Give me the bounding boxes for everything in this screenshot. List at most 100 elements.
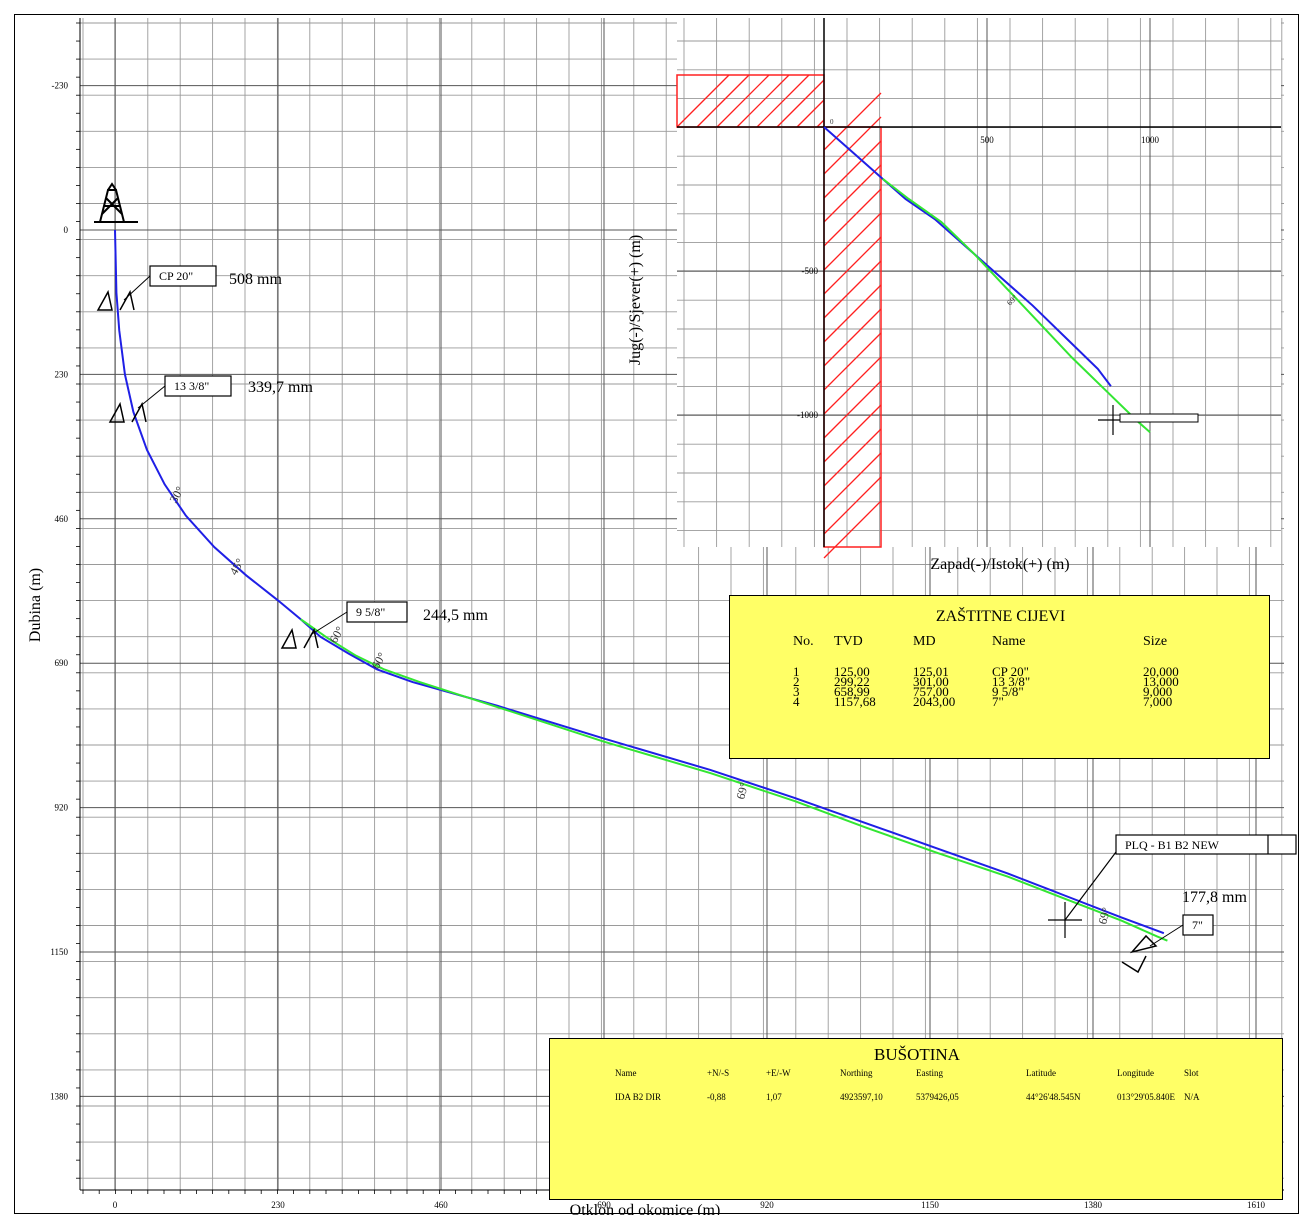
target-label: PLQ - B1 B2 NEW xyxy=(1125,838,1220,852)
casing-table-cell: 7,000 xyxy=(1143,694,1173,709)
inclination-label: 69° xyxy=(1095,906,1113,926)
well-table-header: Name xyxy=(615,1068,637,1078)
casing-table-cell: 20,000 xyxy=(1143,664,1179,679)
y-tick-label: -230 xyxy=(52,81,69,91)
lease-hatch-line xyxy=(716,74,770,128)
lease-hatch-line xyxy=(823,236,882,295)
well-table: BUŠOTINA Name +N/-S +E/-W Northing Easting La… xyxy=(549,1038,1283,1200)
well-table-header: Slot xyxy=(1184,1068,1199,1078)
casing-table-cell: 4 xyxy=(793,694,800,709)
y-tick-label: 1150 xyxy=(50,947,68,957)
casing-callout-3-leader xyxy=(311,611,348,635)
casing-table-cell: 2 xyxy=(793,674,800,689)
well-table-header: Easting xyxy=(916,1068,943,1078)
inset-planned-line xyxy=(882,178,1151,434)
y-axis-label: Dubina (m) xyxy=(27,568,44,642)
y-tick-label: 690 xyxy=(55,658,69,668)
casing-table-header-size: Size xyxy=(1143,634,1168,649)
lease-hatch-line xyxy=(823,284,882,343)
inset-origin-label: 0 xyxy=(830,118,834,126)
y-tick-label: 0 xyxy=(64,225,69,235)
casing-table-cell: 13,000 xyxy=(1143,674,1179,689)
x-tick-label: 1610 xyxy=(1247,1200,1266,1210)
casing-table-cell: 7" xyxy=(992,694,1004,709)
casing-callout-1-size: 508 mm xyxy=(229,271,282,288)
derrick-icon xyxy=(94,182,138,223)
well-table-header: +N/-S xyxy=(707,1068,730,1078)
lease-hatch-line xyxy=(823,188,882,247)
inset-x-axis-label: Zapad(-)/Istok(+) (m) xyxy=(930,556,1069,573)
inset-y-axis-label: Jug(-)/Sjever(+) (m) xyxy=(627,235,644,365)
lease-hatch-line xyxy=(823,380,882,439)
casing-table-cell: 658,99 xyxy=(834,684,870,699)
x-tick-label: 230 xyxy=(271,1200,285,1210)
x-tick-label: 1380 xyxy=(1084,1200,1103,1210)
lease-hatch-line xyxy=(823,356,882,415)
lease-hatch-line xyxy=(823,428,882,487)
well-table-header: Northing xyxy=(840,1068,873,1078)
lease-hatch-line xyxy=(736,74,790,128)
well-table-cell: -0,88 xyxy=(707,1092,726,1102)
target-leader xyxy=(1064,851,1117,921)
derrick-part xyxy=(101,197,119,215)
well-table-cell: 013°29'05.840E xyxy=(1117,1092,1175,1102)
casing-shoe-4b xyxy=(1121,955,1147,974)
casing-table-cell: 9,000 xyxy=(1143,684,1173,699)
casing-callout-3-size: 244,5 mm xyxy=(423,607,488,624)
inset-background xyxy=(677,18,1281,547)
casing-table-cell: 13 3/8" xyxy=(992,674,1031,689)
well-table-header: Longitude xyxy=(1117,1068,1154,1078)
well-table-cell: IDA B2 DIR xyxy=(615,1092,662,1102)
lease-hatch-line xyxy=(823,308,882,367)
casing-shoe-right xyxy=(119,289,135,311)
y-tick-label: 1380 xyxy=(50,1091,69,1101)
inclination-label: 30° xyxy=(166,484,187,506)
casing-table-cell: 125,01 xyxy=(913,664,949,679)
casing-callout-1-label: CP 20" xyxy=(159,269,193,283)
casing-table-cell: 3 xyxy=(793,684,800,699)
lease-hatch-line xyxy=(676,74,730,128)
lease-hatch-line xyxy=(696,74,750,128)
casing-callout-1-leader xyxy=(123,275,151,301)
lease-hatch-line xyxy=(823,332,882,391)
casing-table-cell: 299,22 xyxy=(834,674,870,689)
lease-hatch-line xyxy=(816,119,825,128)
casing-callout-2-size: 339,7 mm xyxy=(248,379,313,396)
lease-hatch-line xyxy=(823,476,882,535)
x-axis-label: Otklon od okomice (m) xyxy=(570,1202,721,1215)
well-table-header: +E/-W xyxy=(766,1068,791,1078)
actual-trajectory-line xyxy=(114,229,1165,935)
inset-x-tick-label: 500 xyxy=(980,135,994,145)
casing-callout-3-label: 9 5/8" xyxy=(356,605,385,619)
lease-hatch-line xyxy=(823,92,882,151)
inset-x-tick-label: 1000 xyxy=(1141,135,1160,145)
well-table-cell: 44°26'48.545N xyxy=(1026,1092,1081,1102)
inclination-label: 69° xyxy=(733,781,751,801)
casing-table-cell: CP 20" xyxy=(992,664,1029,679)
casing-table-title: ZAŠTITNE CIJEVI xyxy=(935,608,1066,625)
inset-y-tick-label: -500 xyxy=(802,266,819,276)
casing-callout-4-size: 177,8 mm xyxy=(1182,889,1247,906)
casing-shoe-4 xyxy=(1129,934,1158,954)
lease-hatch-line xyxy=(823,164,882,223)
lease-hatch-line xyxy=(823,212,882,271)
casing-table-header-no: No. xyxy=(793,634,814,649)
x-tick-label: 0 xyxy=(113,1200,118,1210)
casing-table-cell: 1157,68 xyxy=(834,694,876,709)
lease-hatch-line xyxy=(823,404,882,463)
casing-shoe-1 xyxy=(96,289,135,311)
well-table-header: Latitude xyxy=(1026,1068,1056,1078)
x-tick-label: 460 xyxy=(434,1200,448,1210)
casing-shoe-left xyxy=(108,401,125,423)
casing-shoe-3 xyxy=(280,627,319,649)
casing-shoe-2 xyxy=(108,401,147,423)
inset-y-tick-label: -1000 xyxy=(797,410,818,420)
well-table-cell: N/A xyxy=(1184,1092,1200,1102)
y-tick-label: 920 xyxy=(55,803,69,813)
casing-callout-4-leader xyxy=(1149,924,1184,947)
derrick-part xyxy=(105,197,123,215)
casing-shoe-left xyxy=(96,289,113,311)
x-tick-label: 690 xyxy=(597,1200,611,1210)
casing-table-cell: 125,00 xyxy=(834,664,870,679)
